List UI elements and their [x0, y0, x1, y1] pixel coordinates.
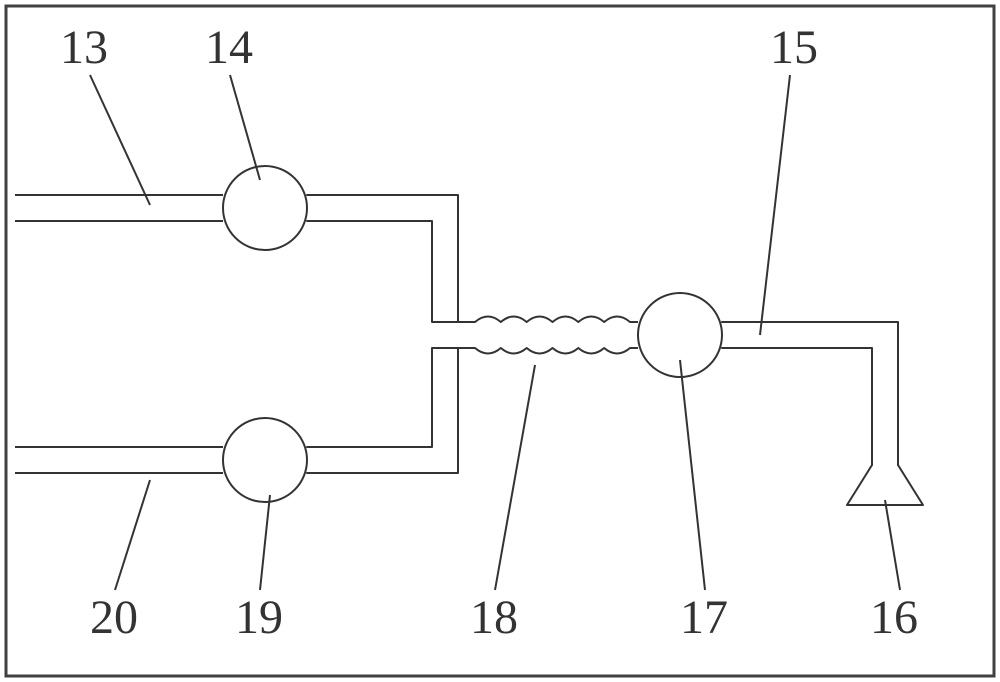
diagram-svg [0, 0, 1000, 682]
diagram-canvas: 13 14 15 20 19 18 17 16 [0, 0, 1000, 682]
